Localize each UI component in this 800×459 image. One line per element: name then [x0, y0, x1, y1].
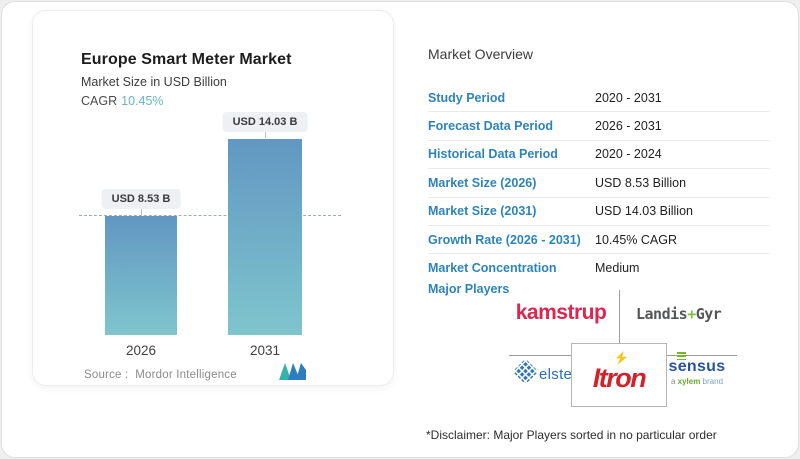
landis-text: Landis [636, 305, 688, 323]
itron-text-left: Itr [592, 362, 617, 393]
gyr-text: Gyr [695, 305, 722, 323]
overview-table: Study Period 2020 - 2031 Forecast Data P… [428, 84, 770, 282]
row-label: Historical Data Period [428, 147, 558, 162]
row-label: Study Period [428, 90, 506, 105]
source-value: Mordor Intelligence [135, 369, 237, 381]
tagline-a: a [670, 377, 678, 386]
row-label: Market Concentration [428, 261, 557, 276]
bar [105, 216, 177, 335]
row-value: 10.45% CAGR [595, 232, 677, 247]
row-value: 2026 - 2031 [595, 119, 662, 134]
mordor-logo-icon [279, 363, 306, 380]
value-badge: USD 14.03 B [222, 112, 308, 132]
x-axis-label-2031: 2031 [249, 343, 281, 358]
reference-dashed-line [79, 215, 341, 216]
row-label: Market Size (2026) [428, 175, 537, 190]
sensus-bars-icon [676, 352, 686, 361]
chart-subtitle: Market Size in USD Billion [81, 75, 227, 89]
itron-text-right: n [630, 362, 647, 393]
table-row: Historical Data Period 2020 - 2024 [428, 141, 770, 170]
row-label: Growth Rate (2026 - 2031) [428, 232, 581, 247]
row-value: USD 8.53 Billion [595, 175, 687, 190]
players-horizontal-line-left [509, 355, 571, 356]
table-row: Forecast Data Period 2026 - 2031 [428, 112, 770, 141]
cagr-value: 10.45% [121, 94, 164, 108]
disclaimer-text: *Disclaimer: Major Players sorted in no … [426, 428, 717, 442]
row-value: 2020 - 2031 [595, 90, 662, 105]
chart-cagr: CAGR 10.45% [81, 94, 164, 108]
source-label: Source : [84, 369, 129, 381]
tagline-brand: brand [700, 377, 724, 386]
badge-tick [141, 209, 142, 215]
table-row: Market Size (2031) USD 14.03 Billion [428, 198, 770, 226]
overview-heading: Market Overview [428, 46, 534, 62]
sensus-tagline: a xylem brand [668, 377, 726, 386]
row-label: Forecast Data Period [428, 119, 554, 134]
sensus-wordmark: sensus [668, 352, 726, 376]
row-value: Medium [595, 261, 640, 276]
major-players-label: Major Players [428, 282, 510, 296]
row-label: Market Size (2031) [428, 204, 537, 219]
x-axis-label-2026: 2026 [125, 343, 157, 358]
row-value: USD 14.03 Billion [595, 204, 693, 219]
landis-plus-icon: + [687, 305, 696, 323]
itron-logo-box: Itro n [571, 343, 667, 407]
cagr-label: CAGR [81, 94, 118, 108]
source-note: Source : Mordor Intelligence [84, 369, 237, 381]
chart-title: Europe Smart Meter Market [81, 51, 292, 68]
table-row: Market Concentration Medium [428, 254, 770, 281]
bar [228, 139, 302, 335]
elster-text: elster [539, 366, 578, 383]
itron-o-glyph: o [615, 362, 632, 393]
elster-logo: elster [514, 360, 577, 383]
table-row: Market Size (2026) USD 8.53 Billion [428, 169, 770, 198]
itron-letter-o: o [615, 362, 632, 393]
landis-gyr-logo: Landis+Gyr [636, 305, 722, 323]
itron-logo: Itro n [592, 362, 647, 394]
row-value: 2020 - 2024 [595, 147, 662, 162]
tagline-xylem: xylem [677, 377, 701, 386]
mordor-intelligence-logo [279, 363, 306, 385]
elster-diamond-icon [514, 360, 537, 383]
table-row: Growth Rate (2026 - 2031) 10.45% CAGR [428, 226, 770, 255]
players-horizontal-line-right [665, 355, 737, 356]
sensus-logo: sensus a xylem brand [668, 352, 726, 386]
value-badge: USD 8.53 B [101, 189, 181, 209]
table-row: Study Period 2020 - 2031 [428, 84, 770, 113]
chart-card: Europe Smart Meter Market Market Size in… [32, 10, 394, 386]
players-vertical-divider [619, 290, 620, 343]
sensus-text: sensus [668, 358, 726, 375]
kamstrup-logo: kamstrup [515, 301, 607, 324]
badge-tick [265, 132, 266, 138]
